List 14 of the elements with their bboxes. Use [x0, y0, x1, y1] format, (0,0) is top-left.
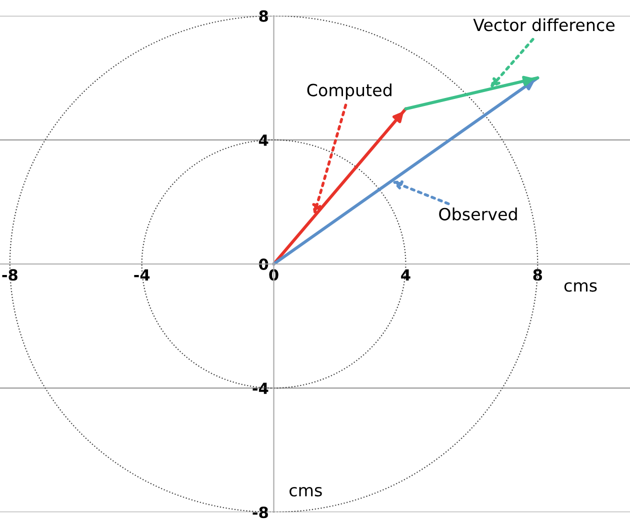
y-tick-label: 8: [259, 10, 268, 22]
y-tick-label: -8: [252, 506, 268, 518]
x-tick-label: 4: [401, 269, 410, 280]
x-tick-label: 0: [269, 269, 278, 281]
y-tick-label: 4: [258, 134, 268, 146]
x-tick-label: 8: [533, 269, 542, 281]
x-axis-title: cms: [564, 282, 597, 292]
text: Vector difference: [473, 18, 615, 32]
series-label: Computed: [307, 83, 392, 100]
x-tick-label: -4: [134, 269, 150, 280]
text: Observed: [439, 208, 517, 220]
x-tick-label: -8: [2, 269, 18, 281]
y-tick-label: -4: [252, 382, 268, 394]
y-axis-title: cms: [290, 486, 322, 497]
